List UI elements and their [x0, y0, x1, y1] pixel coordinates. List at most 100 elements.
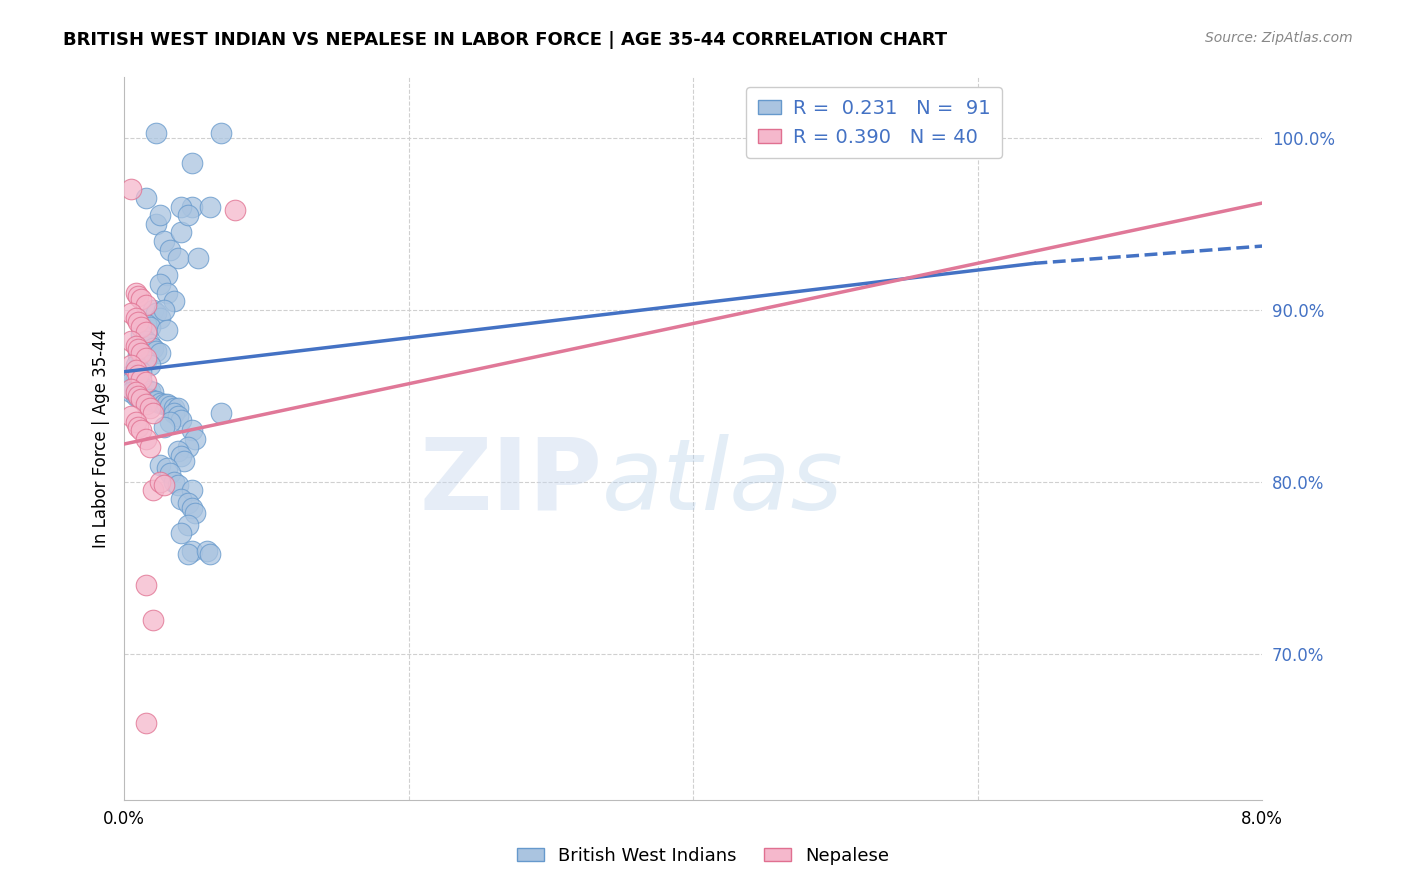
Point	[149, 208, 172, 222]
Point	[129, 345, 152, 359]
Point	[135, 382, 157, 396]
Point	[167, 478, 190, 492]
Point	[163, 294, 186, 309]
Point	[135, 397, 157, 411]
Point	[124, 385, 146, 400]
Point	[124, 363, 146, 377]
Point	[142, 394, 165, 409]
Point	[159, 399, 181, 413]
Point	[198, 547, 221, 561]
Point	[156, 461, 179, 475]
Point	[153, 397, 176, 411]
Point	[163, 406, 186, 420]
Point	[181, 500, 204, 515]
Point	[124, 378, 146, 392]
Point	[124, 311, 146, 326]
Point	[127, 375, 149, 389]
Point	[135, 191, 157, 205]
Point	[135, 297, 157, 311]
Legend: R =  0.231   N =  91, R = 0.390   N = 40: R = 0.231 N = 91, R = 0.390 N = 40	[747, 87, 1002, 158]
Point	[149, 475, 172, 489]
Point	[139, 401, 162, 415]
Point	[120, 409, 142, 424]
Point	[177, 208, 200, 222]
Point	[177, 441, 200, 455]
Point	[173, 454, 195, 468]
Point	[139, 384, 162, 398]
Point	[156, 285, 179, 300]
Point	[135, 325, 157, 339]
Point	[142, 406, 165, 420]
Point	[139, 337, 162, 351]
Point	[135, 432, 157, 446]
Point	[129, 326, 152, 341]
Point	[181, 543, 204, 558]
Point	[124, 339, 146, 353]
Point	[142, 613, 165, 627]
Point	[153, 234, 176, 248]
Point	[120, 358, 142, 372]
Point	[127, 389, 149, 403]
Point	[195, 543, 218, 558]
Point	[149, 277, 172, 291]
Point	[145, 344, 167, 359]
Point	[124, 285, 146, 300]
Point	[124, 371, 146, 385]
Point	[129, 423, 152, 437]
Point	[159, 467, 181, 481]
Point	[170, 413, 193, 427]
Point	[145, 306, 167, 320]
Point	[181, 156, 204, 170]
Point	[135, 715, 157, 730]
Point	[142, 483, 165, 498]
Point	[124, 358, 146, 372]
Point	[129, 371, 152, 385]
Point	[149, 345, 172, 359]
Point	[135, 392, 157, 407]
Point	[142, 341, 165, 355]
Point	[209, 126, 232, 140]
Point	[142, 302, 165, 317]
Point	[135, 578, 157, 592]
Point	[156, 397, 179, 411]
Point	[153, 302, 176, 317]
Point	[129, 293, 152, 307]
Text: ZIP: ZIP	[419, 434, 602, 531]
Point	[129, 351, 152, 365]
Point	[167, 443, 190, 458]
Point	[135, 334, 157, 348]
Point	[149, 458, 172, 472]
Point	[139, 358, 162, 372]
Point	[163, 475, 186, 489]
Point	[145, 217, 167, 231]
Legend: British West Indians, Nepalese: British West Indians, Nepalese	[509, 840, 897, 872]
Point	[149, 395, 172, 409]
Point	[181, 200, 204, 214]
Text: Source: ZipAtlas.com: Source: ZipAtlas.com	[1205, 31, 1353, 45]
Point	[120, 334, 142, 348]
Point	[209, 406, 232, 420]
Point	[127, 380, 149, 394]
Point	[127, 361, 149, 376]
Point	[129, 365, 152, 379]
Y-axis label: In Labor Force | Age 35-44: In Labor Force | Age 35-44	[93, 329, 110, 549]
Point	[145, 126, 167, 140]
Point	[120, 375, 142, 389]
Point	[127, 347, 149, 361]
Point	[127, 315, 149, 329]
Point	[142, 385, 165, 400]
Point	[153, 478, 176, 492]
Point	[145, 394, 167, 409]
Point	[198, 200, 221, 214]
Point	[135, 375, 157, 389]
Point	[135, 317, 157, 331]
Point	[120, 306, 142, 320]
Point	[127, 289, 149, 303]
Point	[177, 517, 200, 532]
Point	[139, 441, 162, 455]
Point	[156, 268, 179, 283]
Point	[129, 320, 152, 334]
Point	[149, 311, 172, 326]
Point	[170, 491, 193, 506]
Point	[127, 343, 149, 357]
